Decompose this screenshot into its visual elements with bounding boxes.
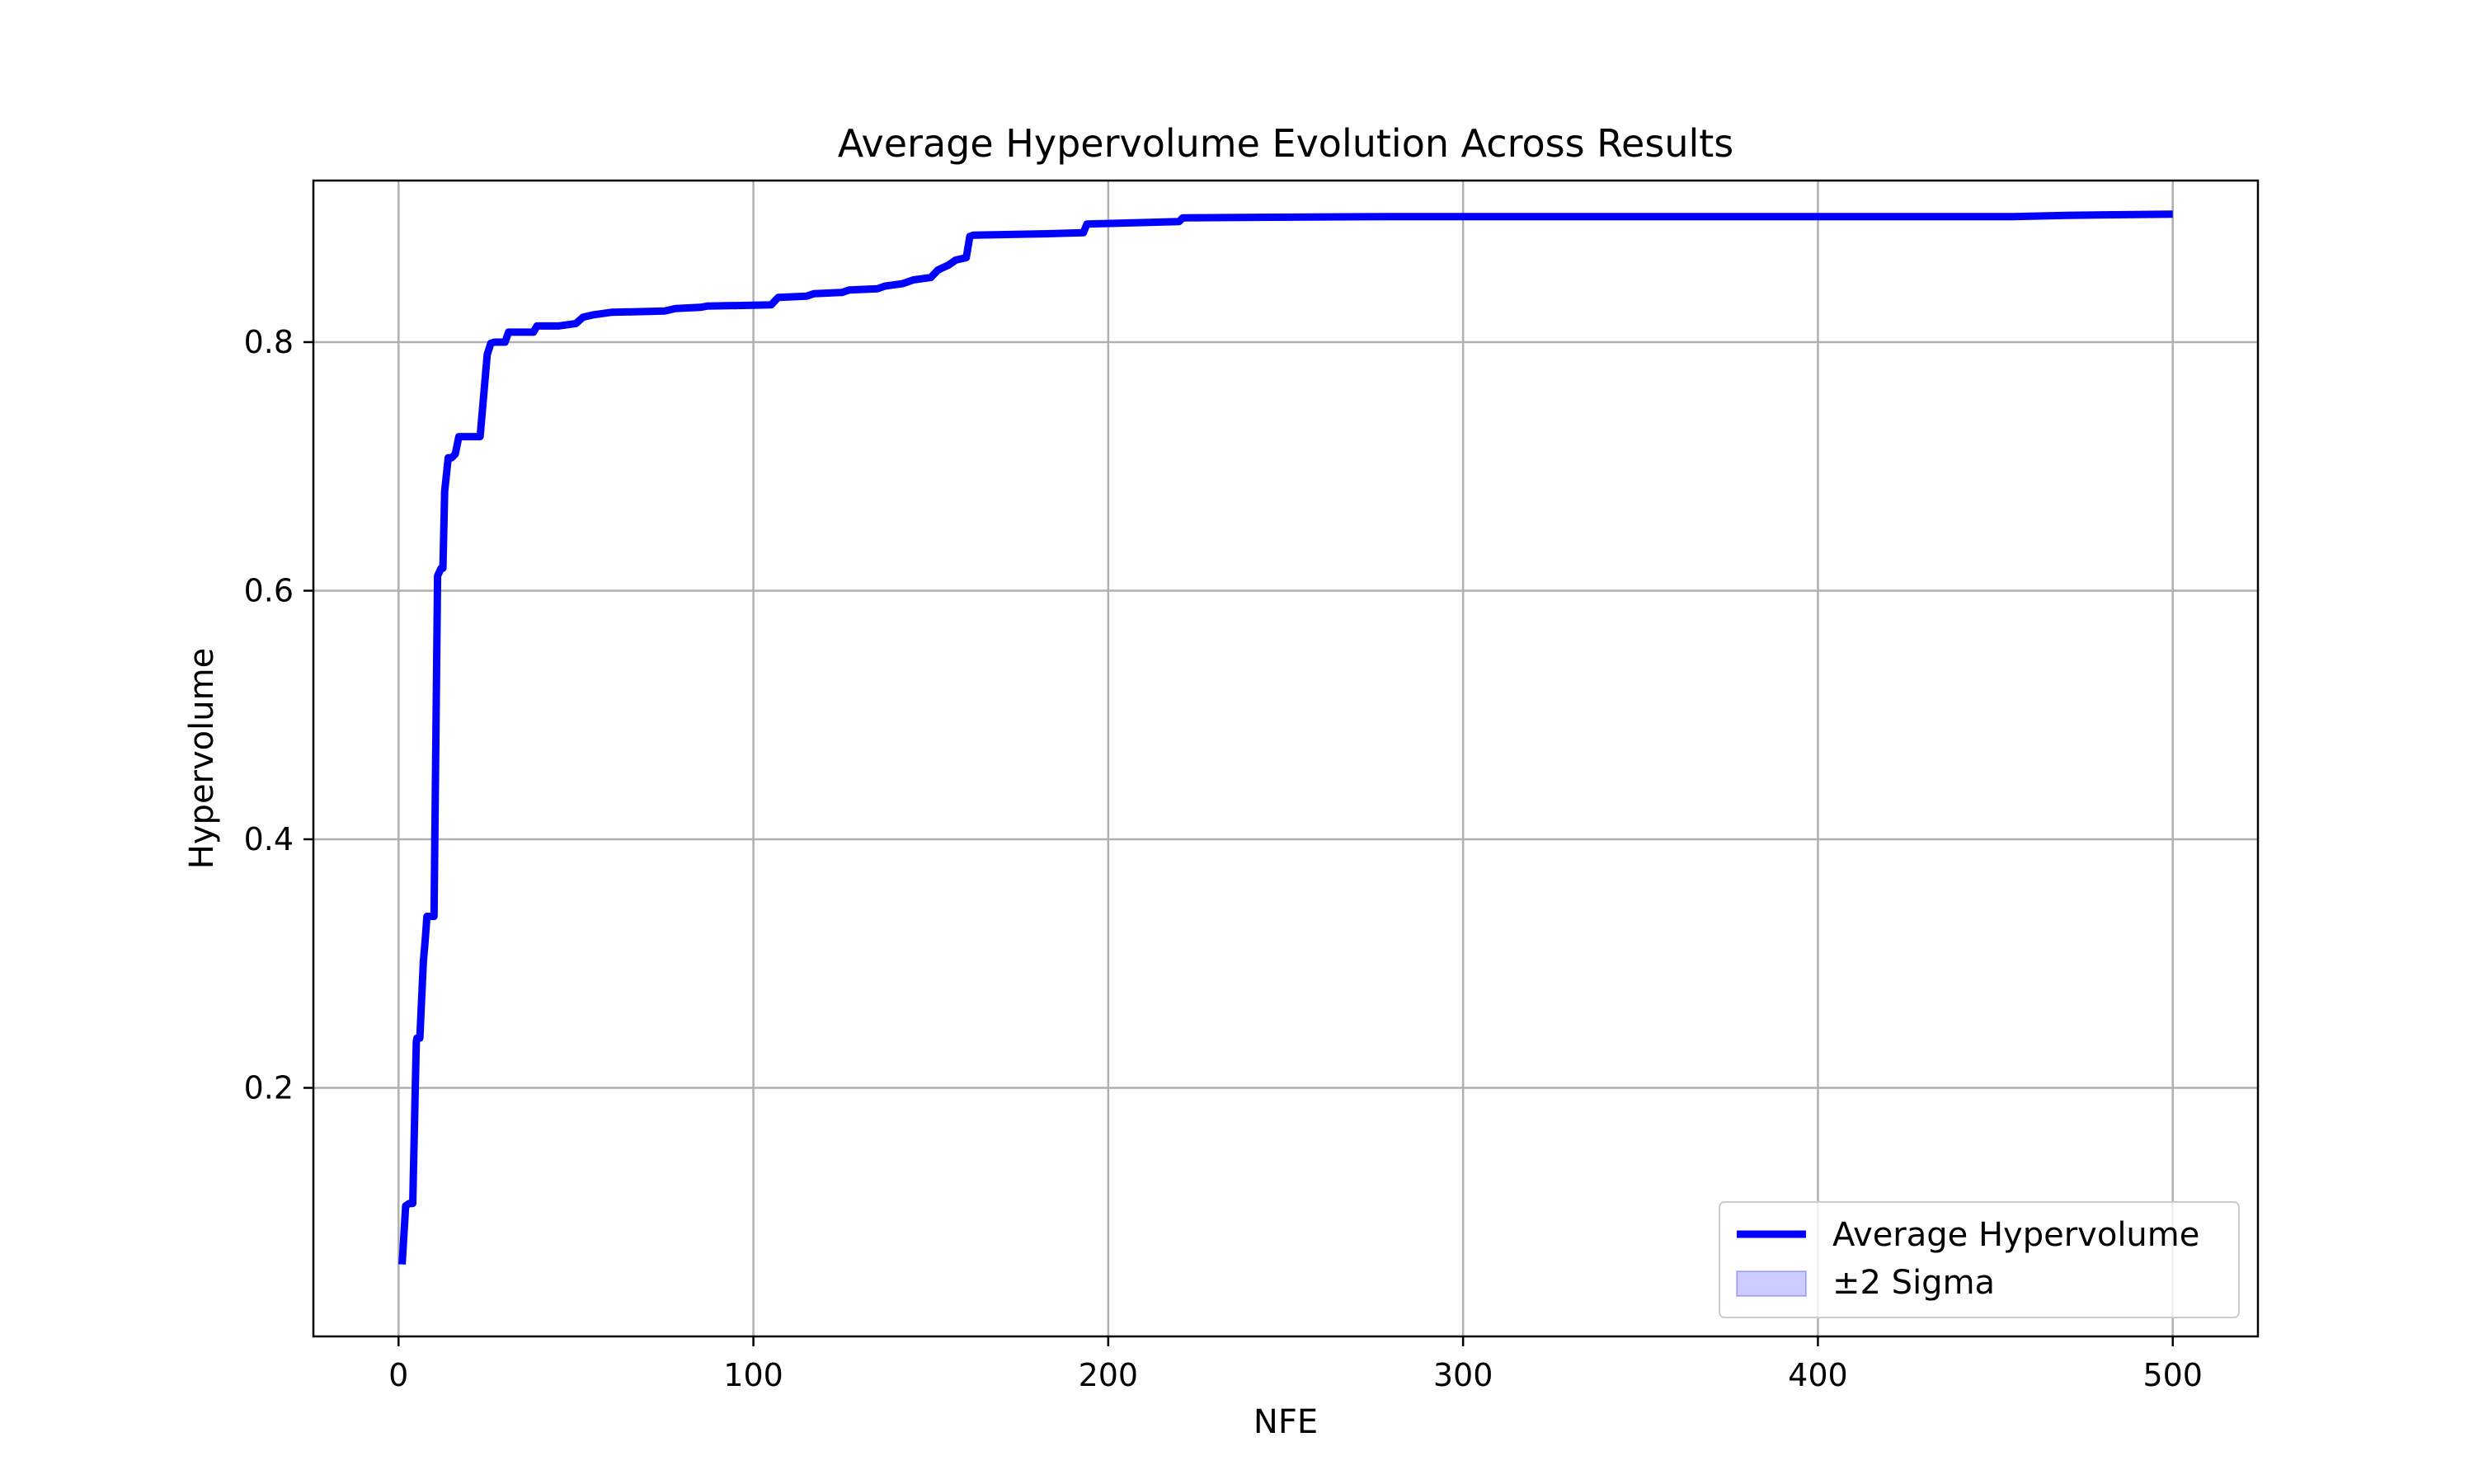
legend-label-average-hypervolume: Average Hypervolume [1832, 1216, 2199, 1254]
x-tick-label-400: 400 [1788, 1357, 1848, 1393]
x-tick-label-300: 300 [1433, 1357, 1493, 1393]
y-tick-label-0.2: 0.2 [244, 1069, 294, 1106]
legend-band-swatch [1736, 1270, 1807, 1297]
x-tick-label-100: 100 [723, 1357, 783, 1393]
tick-layer: 0 100 200 300 400 500 0.2 0.4 0.6 0.8 [244, 324, 2203, 1393]
x-tick-label-200: 200 [1079, 1357, 1139, 1393]
y-tick-label-0.4: 0.4 [244, 821, 294, 857]
legend-label-sigma-band: ±2 Sigma [1832, 1264, 1995, 1302]
legend-box [1719, 1201, 2240, 1318]
grid-layer [313, 181, 2258, 1336]
y-tick-label-0.6: 0.6 [244, 572, 294, 608]
chart-title: Average Hypervolume Evolution Across Res… [838, 121, 1734, 166]
x-tick-label-500: 500 [2142, 1357, 2203, 1393]
x-tick-label-0: 0 [388, 1357, 408, 1393]
series-line-average-hypervolume [398, 210, 2173, 1265]
data-layer [398, 210, 2173, 1265]
x-axis-label: NFE [1253, 1403, 1318, 1441]
y-axis-label: Hypervolume [183, 648, 221, 869]
y-tick-label-0.8: 0.8 [244, 324, 294, 360]
plot-area-frame [312, 179, 2260, 1338]
legend: Average Hypervolume ±2 Sigma [1719, 1201, 2240, 1318]
